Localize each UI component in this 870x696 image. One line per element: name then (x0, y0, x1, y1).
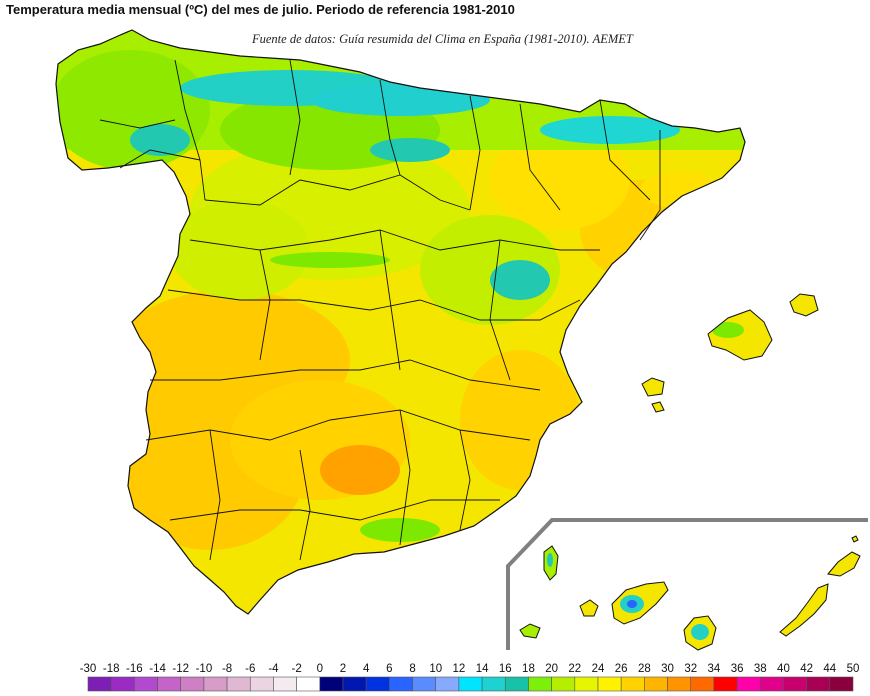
legend-swatch (296, 676, 321, 692)
legend-swatch (620, 676, 645, 692)
legend-tick-label: 12 (453, 663, 466, 675)
legend-swatch (273, 676, 297, 692)
legend-tick-label: -16 (126, 663, 143, 675)
legend-swatch (110, 676, 135, 692)
legend-swatch (342, 676, 367, 692)
legend-tick-label: 42 (800, 663, 813, 675)
legend-tick-label: -6 (245, 663, 255, 675)
peninsula-region (55, 29, 746, 615)
legend-swatch (736, 676, 761, 692)
baleares-region (641, 293, 819, 413)
legend-tick-label: -14 (149, 663, 166, 675)
legend-tick-label: 8 (409, 663, 415, 675)
legend-tick-label: 36 (731, 663, 744, 675)
legend-tick-label: -8 (222, 663, 232, 675)
legend-swatch (667, 676, 692, 692)
legend-tick-label: 4 (363, 663, 370, 675)
legend-tick-label: -4 (268, 663, 279, 675)
legend-swatch (783, 676, 807, 692)
legend-tick-label: 40 (777, 663, 790, 675)
legend-swatch (458, 676, 483, 692)
legend-tick-label: -30 (80, 663, 97, 675)
legend-tick-label: 10 (429, 663, 442, 675)
legend-swatches (87, 676, 854, 692)
legend-tick-label: 18 (522, 663, 535, 675)
legend-tick-label: 38 (754, 663, 767, 675)
legend-tick-label: 0 (317, 663, 323, 675)
legend-swatch (87, 676, 112, 692)
legend-swatch (435, 676, 460, 692)
map-title: Temperatura media mensual (ºC) del mes d… (6, 2, 515, 17)
legend-tick-label: 50 (847, 663, 860, 675)
legend-ticks: -30 -18 -16 -14 -12 -10 -8 -6 -4 -2 0 2 4 6 8 10 12 14 16 1… (80, 663, 860, 675)
legend-swatch (574, 676, 599, 692)
legend-swatch (249, 676, 274, 692)
legend-tick-label: 2 (340, 663, 346, 675)
legend-tick-label: -2 (292, 663, 302, 675)
legend-tick-label: 6 (386, 663, 392, 675)
legend-swatch (319, 676, 344, 692)
data-source-note: Fuente de datos: Guía resumida del Clima… (252, 32, 633, 46)
legend-swatch (365, 676, 390, 692)
legend-tick-label: 22 (568, 663, 581, 675)
legend-tick-label: 28 (638, 663, 651, 675)
legend-tick-label: 26 (615, 663, 628, 675)
legend-swatch (690, 676, 715, 692)
legend-swatch (412, 676, 437, 692)
legend-tick-label: 20 (545, 663, 558, 675)
legend-tick-label: -10 (196, 663, 213, 675)
legend-tick-label: 32 (684, 663, 697, 675)
canarias-inset (506, 518, 868, 651)
legend-tick-label: 24 (592, 663, 605, 675)
legend-swatch (713, 676, 738, 692)
legend-swatch (551, 676, 576, 692)
legend-tick-label: -18 (103, 663, 120, 675)
legend-swatch (180, 676, 205, 692)
legend-swatch (203, 676, 228, 692)
legend-tick-label: 14 (476, 663, 489, 675)
legend-swatch (644, 676, 668, 692)
legend-swatch (226, 676, 251, 692)
legend-tick-label: 34 (708, 663, 721, 675)
province-boundaries (99, 59, 661, 561)
legend-swatch (504, 676, 529, 692)
legend-swatch (597, 676, 622, 692)
legend-swatch (157, 676, 182, 692)
legend-tick-label: -12 (172, 663, 189, 675)
legend-swatch (481, 676, 506, 692)
legend-swatch (134, 676, 158, 692)
legend-swatch (829, 676, 854, 692)
legend-tick-label: 30 (661, 663, 674, 675)
temperature-map (55, 29, 868, 651)
legend-tick-label: 44 (823, 663, 836, 675)
legend-swatch (528, 676, 552, 692)
legend-tick-label: 16 (499, 663, 512, 675)
legend-swatch (389, 676, 413, 692)
legend-swatch (806, 676, 831, 692)
legend-swatch (759, 676, 784, 692)
